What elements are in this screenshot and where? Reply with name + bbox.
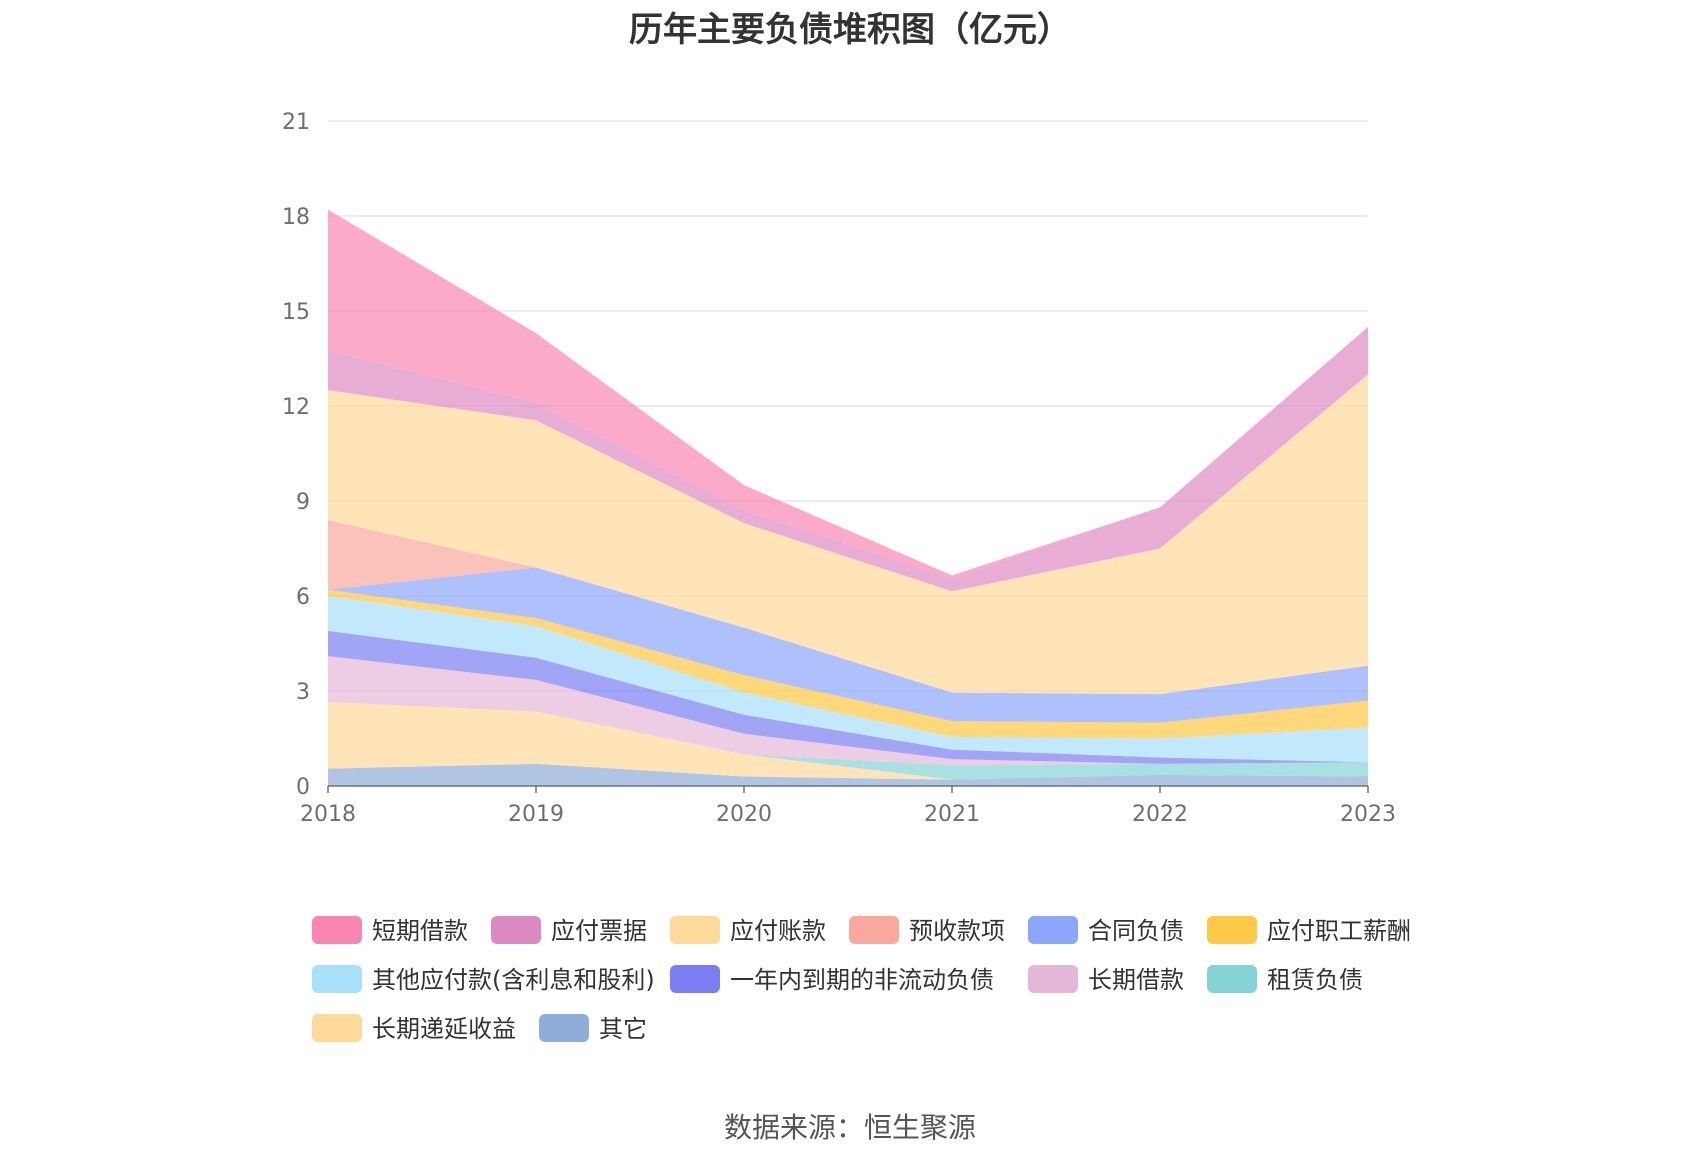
- y-tick-label: 9: [296, 490, 310, 515]
- legend-label: 长期递延收益: [372, 1015, 516, 1043]
- y-tick-label: 15: [282, 300, 310, 325]
- legend-swatch: [1028, 965, 1078, 993]
- legend-swatch: [312, 965, 362, 993]
- legend-item[interactable]: 长期递延收益: [312, 1014, 516, 1043]
- legend-label: 应付票据: [551, 917, 647, 945]
- area-应付职工薪酬[interactable]: [328, 589, 1368, 739]
- x-tick-label: 2022: [1132, 802, 1188, 827]
- area-长期借款[interactable]: [328, 656, 1368, 766]
- legend-label: 合同负债: [1088, 917, 1184, 945]
- y-tick-label: 18: [282, 205, 310, 230]
- legend-label: 租赁负债: [1267, 966, 1363, 994]
- area-其它[interactable]: [328, 763, 1368, 786]
- legend-swatch: [491, 916, 541, 944]
- y-tick-label: 3: [296, 680, 310, 705]
- x-tick-label: 2019: [508, 802, 564, 827]
- x-tick-label: 2018: [300, 802, 356, 827]
- area-一年内到期的非流动负债[interactable]: [328, 630, 1368, 764]
- legend-swatch: [312, 916, 362, 944]
- legend-item[interactable]: 合同负债: [1028, 916, 1184, 945]
- area-短期借款[interactable]: [328, 209, 1368, 579]
- legend-label: 短期借款: [372, 917, 468, 945]
- axes: 0 3 6 9 12 15 18 21 2018 2019 2020 2021 2022 2023: [282, 110, 1396, 827]
- source-note: 数据来源：恒生聚源: [723, 1111, 976, 1144]
- legend-label: 一年内到期的非流动负债: [730, 966, 994, 994]
- y-tick-label: 12: [282, 395, 310, 420]
- area-应付账款[interactable]: [328, 374, 1368, 695]
- legend-item[interactable]: 应付职工薪酬: [1207, 916, 1411, 945]
- y-tick-label: 0: [296, 775, 310, 800]
- legend-swatch: [670, 965, 720, 993]
- area-其他应付款(含利息和股利)[interactable]: [328, 596, 1368, 763]
- area-长期递延收益[interactable]: [328, 702, 1368, 780]
- legend-swatch: [670, 916, 720, 944]
- legend-label: 预收款项: [909, 917, 1005, 945]
- legend-item[interactable]: 预收款项: [849, 916, 1005, 945]
- area-租赁负债[interactable]: [328, 702, 1368, 780]
- legend-label: 其它: [599, 1015, 647, 1043]
- legend-item[interactable]: 应付账款: [670, 916, 826, 945]
- legend-item[interactable]: 其他应付款(含利息和股利): [312, 965, 655, 994]
- legend-swatch: [1028, 916, 1078, 944]
- legend-label: 应付账款: [730, 917, 826, 945]
- legend-swatch: [1207, 965, 1257, 993]
- legend-swatch: [1207, 916, 1257, 944]
- legend-item[interactable]: 租赁负债: [1207, 965, 1363, 994]
- x-tick-label: 2021: [924, 802, 980, 827]
- legend-label: 其他应付款(含利息和股利): [372, 966, 655, 994]
- legend-item[interactable]: 应付票据: [491, 916, 647, 945]
- legend-item[interactable]: 一年内到期的非流动负债: [670, 965, 994, 994]
- area-合同负债[interactable]: [328, 567, 1368, 723]
- legend-item[interactable]: 短期借款: [312, 916, 468, 945]
- legend-item[interactable]: 其它: [539, 1014, 647, 1043]
- x-tick-label: 2023: [1340, 802, 1396, 827]
- legend-swatch: [312, 1014, 362, 1042]
- y-tick-label: 21: [282, 110, 310, 135]
- x-tick-label: 2020: [716, 802, 772, 827]
- area-series: [328, 209, 1368, 786]
- legend-swatch: [539, 1014, 589, 1042]
- chart-title: 历年主要负债堆积图（亿元）: [629, 10, 1071, 50]
- legend-label: 应付职工薪酬: [1267, 917, 1411, 945]
- legend-label: 长期借款: [1088, 966, 1184, 994]
- y-tick-label: 6: [296, 585, 310, 610]
- legend-item[interactable]: 长期借款: [1028, 965, 1184, 994]
- legend-swatch: [849, 916, 899, 944]
